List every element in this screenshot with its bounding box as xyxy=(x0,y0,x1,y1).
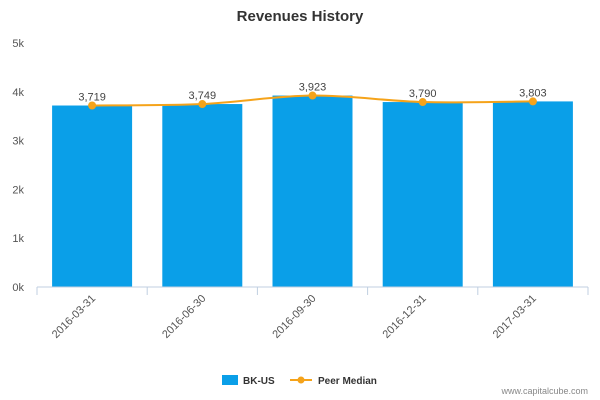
peer-median-point xyxy=(198,100,207,109)
chart-title: Revenues History xyxy=(237,8,364,25)
data-label: 3,923 xyxy=(299,82,327,94)
legend-label-peer-median: Peer Median xyxy=(318,376,377,387)
x-tick-label: 2016-12-31 xyxy=(381,293,429,341)
x-axis xyxy=(36,286,589,295)
y-tick-label: 3k xyxy=(12,136,24,148)
y-tick-label: 4k xyxy=(12,87,24,99)
peer-median-point xyxy=(308,91,317,100)
data-label: 3,749 xyxy=(189,90,217,102)
legend-swatch-bk-us xyxy=(222,375,238,385)
x-tick-label: 2016-03-31 xyxy=(50,293,98,341)
bar xyxy=(162,104,243,287)
data-label: 3,790 xyxy=(409,88,437,100)
x-tick-label: 2016-06-30 xyxy=(160,293,208,341)
bar xyxy=(272,95,353,287)
y-tick-label: 1k xyxy=(12,233,24,245)
watermark: www.capitalcube.com xyxy=(500,386,588,396)
y-tick-label: 5k xyxy=(12,38,24,50)
legend-marker-peer-median xyxy=(297,376,305,384)
peer-median-point xyxy=(88,101,97,110)
x-axis-ticks: 2016-03-31 2016-06-30 2016-09-30 2016-12-31… xyxy=(50,293,539,341)
peer-median-series xyxy=(88,91,537,110)
bar xyxy=(492,101,573,287)
x-tick-label: 2017-03-31 xyxy=(491,293,539,341)
bar-series xyxy=(52,95,573,287)
x-tick-label: 2016-09-30 xyxy=(270,293,318,341)
data-labels: 3,719 3,749 3,923 3,790 3,803 xyxy=(78,82,546,104)
data-label: 3,803 xyxy=(519,87,547,99)
y-tick-label: 2k xyxy=(12,184,24,196)
peer-median-point xyxy=(528,97,537,106)
data-label: 3,719 xyxy=(78,92,106,104)
y-tick-label: 0k xyxy=(12,282,24,294)
legend-label-bk-us: BK-US xyxy=(243,376,275,387)
bar xyxy=(382,102,463,287)
y-axis-ticks: 0k 1k 2k 3k 4k 5k xyxy=(12,38,24,294)
peer-median-point xyxy=(418,98,427,107)
bar xyxy=(52,105,133,287)
legend: BK-US Peer Median xyxy=(222,375,377,387)
